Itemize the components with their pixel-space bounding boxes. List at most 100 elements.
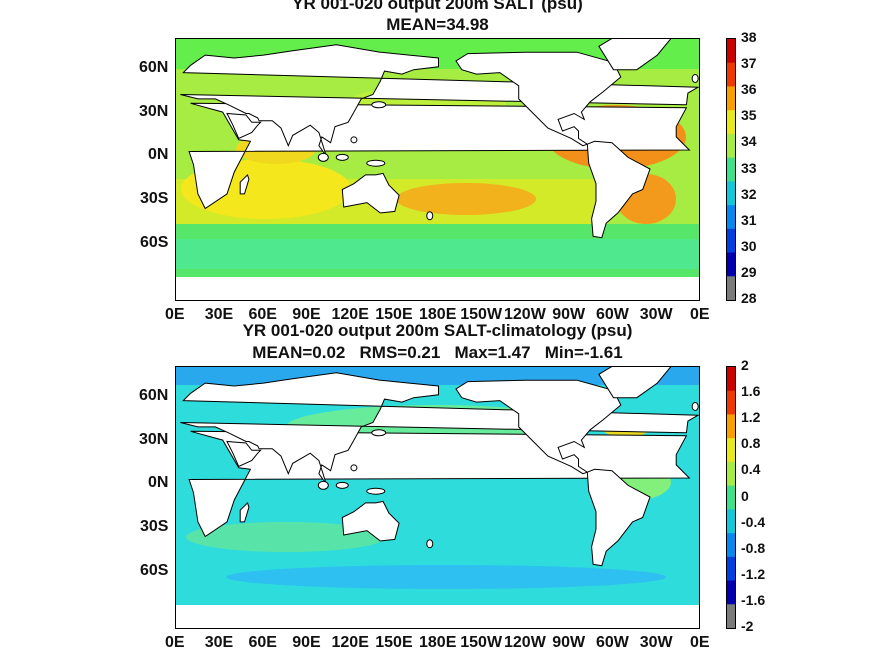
bottom-subtitle: MEAN=0.02 RMS=0.21 Max=1.47 Min=-1.61	[252, 343, 623, 362]
top-title: YR 001-020 output 200m SALT (psu)	[292, 0, 583, 13]
y-tick-label: 0N	[148, 146, 169, 164]
colorbar-tick-label: 38	[741, 29, 757, 45]
australia-landmass	[341, 172, 400, 214]
colorbar-tick-label: 33	[741, 159, 757, 176]
top-subtitle: MEAN=34.98	[386, 15, 489, 34]
island-6	[691, 73, 699, 83]
salt-map	[175, 38, 700, 301]
y-tick-label: 60S	[140, 234, 169, 252]
y-tick-label: 30N	[139, 430, 169, 448]
colorbar-tick-label: 32	[741, 185, 757, 202]
colorbar-tick-label: 35	[741, 107, 757, 124]
island-3	[317, 480, 329, 490]
x-tick-label: 60W	[596, 306, 629, 323]
colorbar-swatch	[727, 276, 735, 300]
x-tick-label: 150E	[375, 306, 413, 323]
colorbar-tick-label: 28	[741, 290, 757, 306]
colorbar-tick-label: 0.4	[741, 461, 761, 478]
colorbar-swatch	[727, 133, 735, 159]
southern-ocean-band-2	[176, 239, 699, 269]
x-tick-label: 0E	[165, 306, 185, 323]
x-tick-label: 0E	[690, 634, 710, 651]
x-tick-label: 150W	[460, 306, 503, 323]
island-1	[366, 487, 386, 495]
island-4	[350, 136, 358, 144]
colorbar-tick-label: -1.2	[741, 565, 766, 582]
colorbar-swatch	[727, 39, 735, 64]
salt-map-svg	[176, 39, 699, 300]
colorbar-swatch	[727, 205, 735, 230]
x-tick-label: 90W	[552, 634, 586, 651]
island-5	[426, 539, 434, 549]
salt-colorbar	[726, 38, 736, 301]
europe-asia-landmass	[180, 44, 699, 157]
south-indian-anomaly	[186, 522, 386, 552]
colorbar-tick-label: 0	[741, 487, 749, 504]
x-tick-label: 30W	[639, 634, 673, 651]
arabia-landmass	[226, 440, 262, 468]
diff-map	[175, 366, 700, 629]
south-pacific-saline	[396, 183, 536, 215]
colorbar-tick-label: 30	[741, 237, 757, 254]
colorbar-tick-label: -2	[741, 618, 754, 634]
y-tick-label: 30S	[140, 190, 169, 208]
x-tick-label: 30E	[204, 634, 234, 651]
colorbar-tick-label: 37	[741, 55, 757, 72]
land-masses	[180, 39, 699, 239]
colorbar-swatch	[727, 533, 735, 558]
greenland-landmass	[598, 367, 672, 399]
island-2	[335, 481, 349, 489]
colorbar-tick-label: 29	[741, 263, 757, 280]
antarctica	[176, 605, 699, 628]
colorbar-swatch	[727, 157, 735, 182]
y-tick-label: 0N	[148, 474, 169, 492]
colorbar-tick-label: 36	[741, 81, 757, 98]
island-2	[335, 153, 349, 161]
y-tick-label: 30N	[139, 102, 169, 120]
x-tick-label: 90W	[552, 306, 586, 323]
colorbar-swatch	[727, 252, 735, 277]
y-tick-label: 60N	[139, 58, 169, 76]
colorbar-tick-label: 0.8	[741, 435, 761, 452]
antarctica	[176, 277, 699, 300]
colorbar-swatch	[727, 86, 735, 111]
x-tick-label: 0E	[690, 306, 710, 323]
africa-landmass	[188, 102, 691, 210]
colorbar-swatch	[727, 438, 735, 463]
diff-map-svg	[176, 367, 699, 628]
x-tick-label: 60W	[596, 634, 629, 651]
salt-colorbar-svg	[727, 39, 735, 300]
x-tick-label: 30W	[639, 306, 673, 323]
x-tick-label: 180E	[419, 634, 457, 651]
greenland-landmass	[598, 39, 672, 71]
y-tick-label: 60S	[140, 562, 169, 580]
australia-landmass	[341, 500, 400, 542]
island-0	[371, 429, 387, 437]
island-6	[691, 401, 699, 411]
x-tick-label: 30E	[204, 306, 234, 323]
africa-landmass	[188, 430, 691, 538]
colorbar-tick-label: -0.8	[741, 539, 766, 556]
colorbar-swatch	[727, 485, 735, 510]
x-tick-label: 150W	[460, 634, 503, 651]
colorbar-swatch	[727, 62, 735, 87]
colorbar-swatch	[727, 580, 735, 605]
colorbar-swatch	[727, 414, 735, 439]
island-5	[426, 211, 434, 221]
diff-colorbar	[726, 366, 736, 629]
colorbar-tick-label: 31	[741, 211, 757, 228]
y-tick-label: 30S	[140, 518, 169, 536]
x-tick-label: 90E	[292, 634, 321, 651]
colorbar-swatch	[727, 110, 735, 135]
madagascar-landmass	[239, 501, 250, 523]
x-tick-label: 90E	[292, 306, 321, 323]
x-tick-label: 60E	[248, 634, 277, 651]
x-tick-label: 150E	[375, 634, 413, 651]
colorbar-swatch	[727, 604, 735, 628]
colorbar-tick-label: 34	[741, 133, 757, 150]
x-tick-label: 120W	[504, 634, 546, 651]
southern-ocean-anomaly	[226, 565, 666, 589]
island-1	[366, 159, 386, 167]
colorbar-swatch	[727, 181, 735, 206]
colorbar-tick-label: 1.2	[741, 409, 761, 426]
